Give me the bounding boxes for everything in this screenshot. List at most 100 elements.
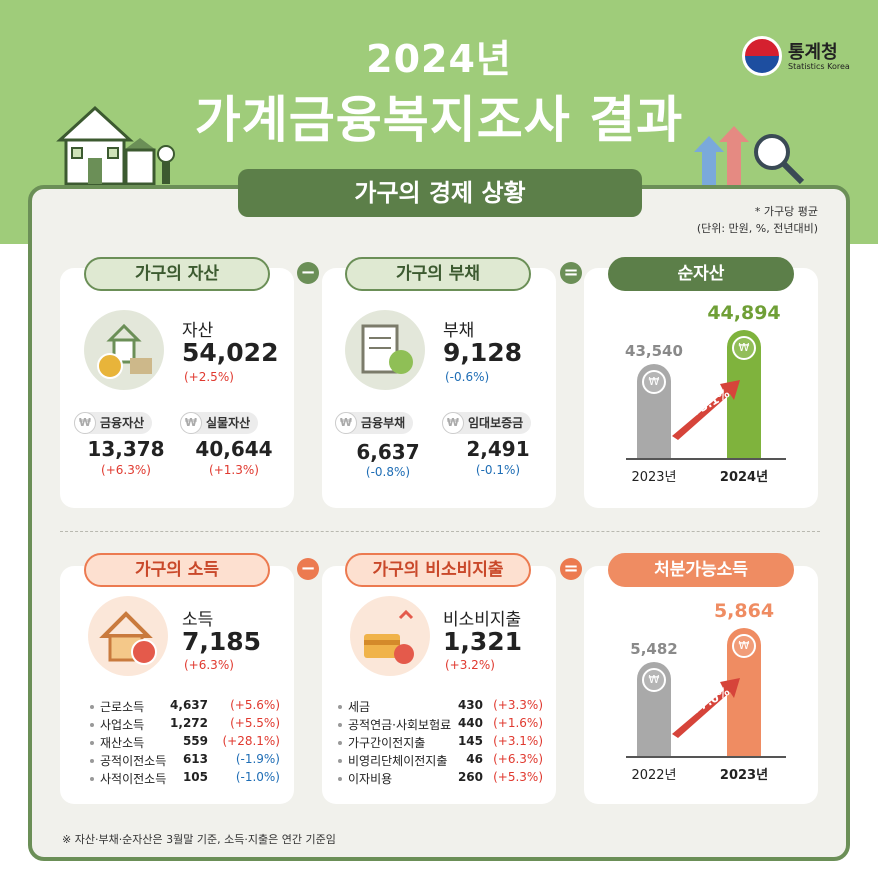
net-assets-card — [584, 268, 818, 508]
nonconsumption-item-value: 430 — [457, 698, 483, 712]
disposable-income-value-label: 5,864 — [713, 600, 775, 622]
net-assets-chart: ₩43,540 2023년 ₩44,894 2024년 +3.1% — [584, 268, 818, 508]
income-house-icon — [88, 596, 168, 676]
income-item-change: (+5.5%) — [230, 716, 280, 730]
won-coin-icon: ₩ — [442, 412, 464, 434]
financial-assets-label: 금융자산 — [100, 416, 145, 430]
income-item-row: 사업소득 1,272 (+5.5%) — [90, 716, 280, 734]
equals-operator-icon: = — [560, 558, 582, 580]
nonconsumption-card-icon — [350, 596, 430, 676]
nonconsumption-item-change: (+3.1%) — [493, 734, 543, 748]
debt-change: (-0.6%) — [445, 370, 490, 384]
income-item-value: 613 — [182, 752, 208, 766]
nonconsumption-item-value: 46 — [466, 752, 483, 766]
income-item-row: 공적이전소득 613 (-1.9%) — [90, 752, 280, 770]
income-item-change: (-1.9%) — [235, 752, 280, 766]
nonconsumption-item-row: 공적연금·사회보험료 440 (+1.6%) — [338, 716, 543, 734]
real-assets-change: (+1.3%) — [209, 463, 259, 477]
income-item-name: 사적이전소득 — [100, 772, 167, 786]
income-card — [60, 566, 294, 804]
won-coin-icon: ₩ — [732, 634, 756, 658]
disposable-income-baseline — [626, 756, 786, 758]
bullet-dot-icon — [90, 741, 94, 745]
note-unit: (단위: 만원, %, 전년대비) — [696, 222, 818, 235]
income-label: 소득 — [182, 610, 214, 630]
net-assets-pill: 순자산 — [608, 257, 794, 291]
nonconsumption-label: 비소비지출 — [443, 610, 522, 630]
bullet-dot-icon — [90, 759, 94, 763]
nonconsumption-item-name: 비영리단체이전지출 — [348, 754, 448, 768]
nonconsumption-pill: 가구의 비소비지출 — [345, 553, 531, 587]
bullet-dot-icon — [338, 705, 342, 709]
assets-card — [60, 268, 294, 508]
net-assets-value-label: 44,894 — [707, 302, 781, 324]
nonconsumption-item-row: 이자비용 260 (+5.3%) — [338, 770, 543, 788]
nonconsumption-breakdown-list: 세금 430 (+3.3%) 공적연금·사회보험료 440 (+1.6%) 가구간이전지출 1… — [338, 698, 543, 788]
bullet-dot-icon — [338, 759, 342, 763]
net-assets-category-label: 2024년 — [719, 470, 769, 485]
lease-deposit-change: (-0.1%) — [475, 463, 521, 477]
nonconsumption-item-row: 가구간이전지출 145 (+3.1%) — [338, 734, 543, 752]
income-item-name: 공적이전소득 — [100, 754, 167, 768]
income-item-value: 105 — [182, 770, 208, 784]
won-coin-icon: ₩ — [642, 668, 666, 692]
won-coin-icon: ₩ — [732, 336, 756, 360]
logo-korean: 통계청 — [788, 42, 838, 63]
assets-label: 자산 — [182, 321, 214, 341]
nonconsumption-item-row: 세금 430 (+3.3%) — [338, 698, 543, 716]
minus-operator-icon: − — [297, 558, 319, 580]
won-coin-icon: ₩ — [180, 412, 202, 434]
income-value: 7,185 — [182, 627, 262, 656]
lease-deposit-label: 임대보증금 — [468, 416, 524, 430]
won-coin-icon: ₩ — [335, 412, 357, 434]
report-year: 2024년 — [366, 37, 512, 81]
real-assets-tag: ₩ 실물자산 — [180, 412, 259, 434]
bullet-dot-icon — [338, 777, 342, 781]
financial-debt-value: 6,637 — [356, 440, 420, 464]
net-assets-baseline — [626, 458, 786, 460]
financial-debt-change: (-0.8%) — [365, 465, 411, 479]
net-assets-value-label: 43,540 — [625, 342, 683, 360]
nonconsumption-item-value: 440 — [457, 716, 483, 730]
nonconsumption-item-value: 145 — [457, 734, 483, 748]
nonconsumption-change: (+3.2%) — [445, 658, 495, 672]
logo-english: Statistics Korea — [788, 62, 850, 71]
income-item-value: 4,637 — [170, 698, 208, 712]
income-item-name: 사업소득 — [100, 718, 145, 732]
note-average: * 가구당 평균 — [754, 205, 818, 218]
nonconsumption-item-name: 가구간이전지출 — [348, 736, 426, 750]
income-item-change: (+5.6%) — [230, 698, 280, 712]
growth-arrows-icon — [694, 126, 805, 186]
net-assets-growth-arrow-icon — [672, 380, 740, 440]
nonconsumption-item-name: 공적연금·사회보험료 — [348, 718, 452, 732]
lease-deposit-tag: ₩ 임대보증금 — [442, 412, 532, 434]
debt-document-icon — [345, 310, 425, 390]
net-assets-category-label: 2023년 — [631, 470, 677, 485]
income-item-value: 559 — [182, 734, 208, 748]
nonconsumption-item-value: 260 — [457, 770, 483, 784]
disposable-income-category-label: 2022년 — [631, 768, 677, 783]
income-item-change: (+28.1%) — [222, 734, 280, 748]
assets-house-icon — [84, 310, 164, 390]
assets-pill: 가구의 자산 — [84, 257, 270, 291]
real-assets-label: 실물자산 — [206, 416, 251, 430]
unit-notes: * 가구당 평균 (단위: 만원, %, 전년대비) — [697, 203, 818, 237]
nonconsumption-item-change: (+5.3%) — [493, 770, 543, 784]
nonconsumption-card — [322, 566, 556, 804]
income-change: (+6.3%) — [184, 658, 234, 672]
disposable-income-growth-arrow-icon — [672, 678, 740, 738]
nonconsumption-item-change: (+1.6%) — [493, 716, 543, 730]
real-assets-value: 40,644 — [195, 437, 273, 461]
income-item-row: 근로소득 4,637 (+5.6%) — [90, 698, 280, 716]
financial-assets-change: (+6.3%) — [101, 463, 151, 477]
disposable-income-category-label: 2023년 — [719, 768, 769, 783]
debt-label: 부채 — [443, 321, 475, 341]
income-item-change: (-1.0%) — [235, 770, 280, 784]
lease-deposit-value: 2,491 — [466, 437, 530, 461]
income-item-row: 사적이전소득 105 (-1.0%) — [90, 770, 280, 788]
nonconsumption-item-row: 비영리단체이전지출 46 (+6.3%) — [338, 752, 543, 770]
income-item-name: 근로소득 — [100, 700, 145, 714]
debt-card — [322, 268, 556, 508]
section-title: 가구의 경제 상황 — [238, 169, 642, 217]
income-item-row: 재산소득 559 (+28.1%) — [90, 734, 280, 752]
